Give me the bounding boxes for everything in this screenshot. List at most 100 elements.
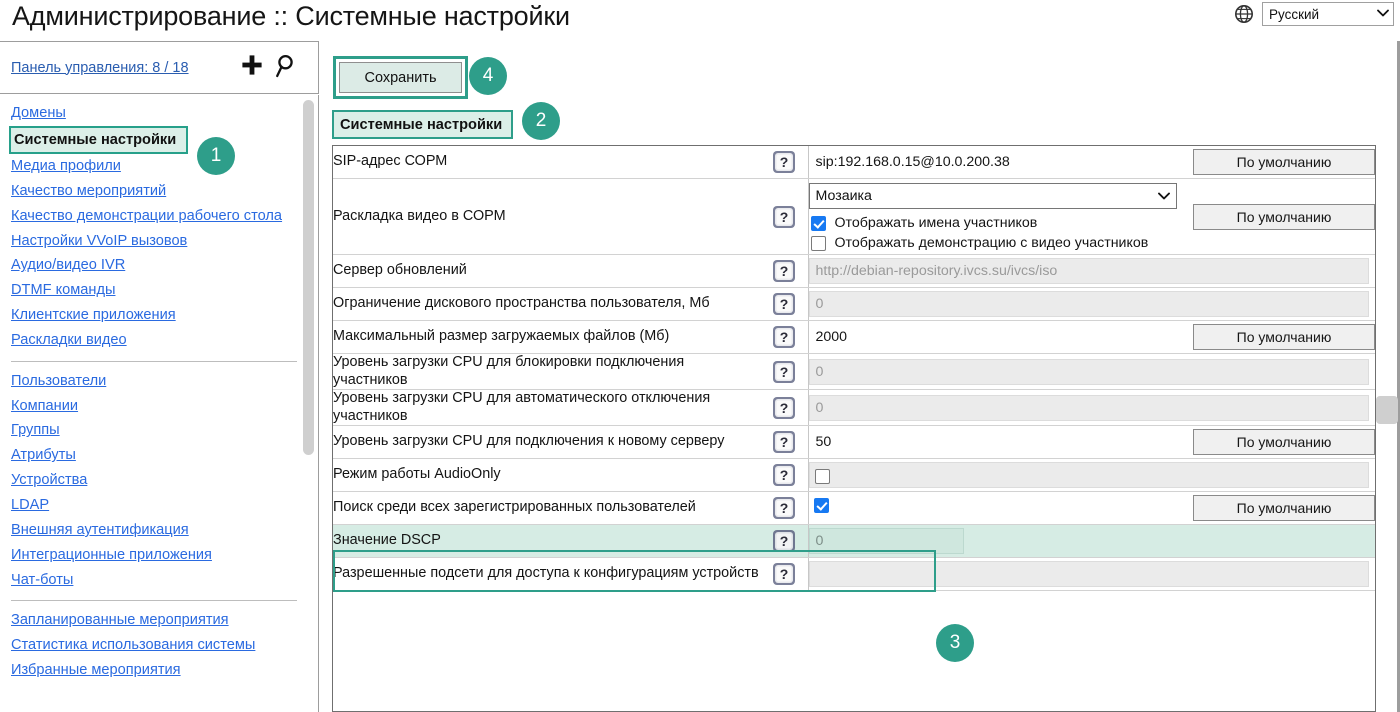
checkbox-label: Отображать имена участников <box>834 215 1038 231</box>
row-label: Максимальный размер загружаемых файлов (… <box>333 320 760 354</box>
sidebar-scrollbar-thumb[interactable] <box>303 100 314 455</box>
save-button[interactable]: Сохранить <box>339 62 462 93</box>
checkbox-show-participant-names[interactable]: Отображать имена участников <box>810 214 1175 232</box>
question-mark-icon[interactable]: ? <box>772 150 796 174</box>
row-help: ? <box>760 146 809 179</box>
question-mark-icon[interactable]: ? <box>772 430 796 454</box>
row-label: Уровень загрузки CPU для подключения к н… <box>333 425 760 459</box>
sidebar-item-favorite-events[interactable]: Избранные мероприятия <box>11 662 181 679</box>
sidebar-item-vvoip-settings[interactable]: Настройки VVoIP вызовов <box>11 232 188 249</box>
plus-icon[interactable] <box>241 54 263 78</box>
sidebar-item-integration-apps[interactable]: Интеграционные приложения <box>11 546 212 563</box>
question-mark-icon[interactable]: ? <box>772 259 796 283</box>
row-label: Уровень загрузки CPU для блокировки подк… <box>333 353 760 390</box>
row-label: Ограничение дискового пространства польз… <box>333 287 760 321</box>
row-value: http://debian-repository.ivcs.su/ivcs/is… <box>808 254 1375 288</box>
sidebar-item-attributes[interactable]: Атрибуты <box>11 447 76 464</box>
default-button[interactable]: По умолчанию <box>1193 149 1375 175</box>
question-mark-icon[interactable]: ? <box>772 463 796 487</box>
sidebar-item-devices[interactable]: Устройства <box>11 472 88 489</box>
svg-text:?: ? <box>779 400 788 416</box>
question-mark-icon[interactable]: ? <box>772 292 796 316</box>
sidebar-item-users[interactable]: Пользователи <box>11 372 107 389</box>
tab-system-settings[interactable]: Системные настройки <box>332 110 513 139</box>
default-button[interactable]: По умолчанию <box>1193 203 1375 230</box>
row-value: Мозаика Отображать имена участников <box>808 178 1180 255</box>
default-button[interactable]: По умолчанию <box>1193 429 1375 455</box>
sidebar-item-companies[interactable]: Компании <box>11 397 79 414</box>
row-help: ? <box>760 557 809 591</box>
row-help: ? <box>760 287 809 321</box>
sidebar-item-domains[interactable]: Домены <box>11 105 66 121</box>
table-row: Максимальный размер загружаемых файлов (… <box>333 320 1375 354</box>
update-server-input: http://debian-repository.ivcs.su/ivcs/is… <box>808 258 1369 284</box>
sidebar-item-desktop-demo-quality[interactable]: Качество демонстрации рабочего стола <box>11 208 283 225</box>
row-label: SIP-адрес СОРМ <box>333 146 760 179</box>
language-switcher[interactable]: Русский <box>1234 2 1394 26</box>
sidebar-item-groups[interactable]: Группы <box>11 422 60 439</box>
default-button[interactable]: По умолчанию <box>1193 324 1375 350</box>
question-mark-icon[interactable]: ? <box>772 325 796 349</box>
row-label: Уровень загрузки CPU для автоматического… <box>333 389 760 426</box>
sidebar-item-media-profiles[interactable]: Медиа профили <box>11 158 121 175</box>
sidebar-item-client-apps[interactable]: Клиентские приложения <box>11 307 176 324</box>
main-scrollbar-thumb[interactable] <box>1376 396 1398 424</box>
row-help: ? <box>760 389 809 426</box>
table-row: Раскладка видео в СОРМ ? <box>333 178 1375 255</box>
checkbox-box[interactable] <box>810 216 826 231</box>
checkbox-box[interactable] <box>810 236 826 251</box>
row-value <box>808 491 1180 525</box>
row-dscp: Значение DSCP ? <box>333 524 1375 558</box>
sip-address-input[interactable]: sip:192.168.0.15@10.0.200.38 <box>808 149 1180 175</box>
sidebar-divider <box>11 600 297 602</box>
table-row: Уровень загрузки CPU для блокировки подк… <box>333 353 1375 390</box>
sidebar-divider <box>11 360 297 362</box>
sidebar-item-dtmf-commands[interactable]: DTMF команды <box>11 282 116 299</box>
row-value: 50 <box>808 425 1180 459</box>
question-mark-icon[interactable]: ? <box>772 562 796 586</box>
question-mark-icon[interactable]: ? <box>772 205 796 229</box>
top-bar: Администрирование :: Системные настройки… <box>0 0 1400 41</box>
sidebar-item-ldap[interactable]: LDAP <box>11 497 50 514</box>
cpu-new-server-threshold-input[interactable]: 50 <box>808 429 1180 455</box>
sidebar-item-external-auth[interactable]: Внешняя аутентификация <box>11 521 189 538</box>
annotation-badge-1: 1 <box>197 137 235 175</box>
sidebar-item-scheduled-events[interactable]: Запланированные мероприятия <box>11 612 229 629</box>
row-label: Значение DSCP <box>333 524 760 558</box>
table-row: Сервер обновлений ? <box>333 254 1375 288</box>
max-upload-size-input[interactable]: 2000 <box>808 324 1180 350</box>
sidebar-item-system-settings[interactable]: Системные настройки <box>9 125 189 154</box>
question-mark-icon[interactable]: ? <box>772 496 796 520</box>
svg-text:?: ? <box>779 467 788 483</box>
question-mark-icon[interactable]: ? <box>772 396 796 420</box>
svg-text:?: ? <box>779 364 788 380</box>
question-mark-icon[interactable]: ? <box>772 529 796 553</box>
row-value <box>808 458 1375 492</box>
row-label: Поиск среди всех зарегистрированных поль… <box>333 491 760 525</box>
row-help: ? <box>760 178 809 255</box>
video-layout-select[interactable]: Мозаика <box>808 183 1177 209</box>
sidebar-item-chat-bots[interactable]: Чат-боты <box>11 571 74 588</box>
row-action: По умолчанию <box>1180 491 1375 525</box>
sidebar-item-video-layouts[interactable]: Раскладки видео <box>11 332 127 349</box>
table-row: Режим работы AudioOnly ? <box>333 458 1375 492</box>
sidebar-actions <box>241 54 296 78</box>
default-button[interactable]: По умолчанию <box>1193 495 1375 521</box>
sidebar-item-usage-statistics[interactable]: Статистика использования системы <box>11 637 256 654</box>
search-icon[interactable] <box>274 54 296 78</box>
checkbox-show-demo-with-video[interactable]: Отображать демонстрацию с видео участник… <box>810 234 1191 252</box>
row-help: ? <box>760 458 809 492</box>
breadcrumb-dashboard[interactable]: Панель управления: 8 / 18 <box>11 59 189 76</box>
question-mark-icon[interactable]: ? <box>772 360 796 384</box>
sidebar-header: Панель управления: 8 / 18 <box>0 41 319 94</box>
svg-text:?: ? <box>779 434 788 450</box>
row-label: Сервер обновлений <box>333 254 760 288</box>
sidebar-item-audio-video-ivr[interactable]: Аудио/видео IVR <box>11 257 126 274</box>
search-all-users-checkbox[interactable] <box>813 498 829 513</box>
row-help: ? <box>760 254 809 288</box>
row-action: По умолчанию <box>1180 146 1375 179</box>
language-select[interactable]: Русский <box>1262 2 1394 26</box>
sidebar-item-event-quality[interactable]: Качество мероприятий <box>11 183 167 200</box>
row-action: По умолчанию <box>1180 320 1375 354</box>
